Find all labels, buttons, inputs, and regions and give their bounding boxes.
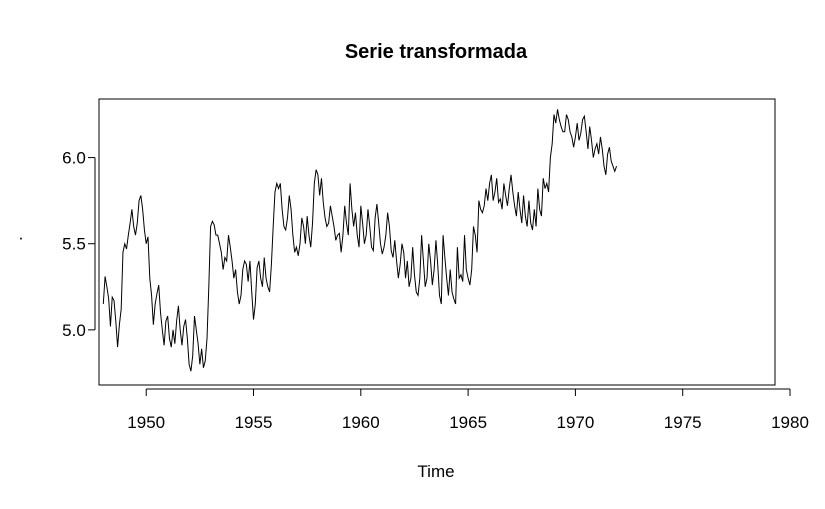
chart-title: Serie transformada	[345, 41, 528, 63]
y-tick-label: 6.0	[62, 149, 86, 168]
x-tick-label: 1960	[342, 413, 380, 432]
x-axis: 1950 1955 1960 1965 1970 1975 1980	[127, 388, 809, 432]
x-tick-label: 1970	[557, 413, 595, 432]
x-tick-label: 1980	[771, 413, 809, 432]
plot-frame	[98, 98, 776, 386]
x-tick-label: 1955	[235, 413, 273, 432]
x-axis-label: Time	[417, 462, 454, 481]
y-tick-label: 5.5	[62, 235, 86, 254]
x-tick-label: 1950	[127, 413, 165, 432]
x-tick-label: 1965	[449, 413, 487, 432]
side-mark: ·	[18, 228, 24, 247]
series-line	[102, 109, 618, 372]
x-tick-label: 1975	[664, 413, 702, 432]
y-tick-label: 5.0	[62, 321, 86, 340]
y-axis: 5.0 5.5 6.0	[62, 149, 96, 340]
